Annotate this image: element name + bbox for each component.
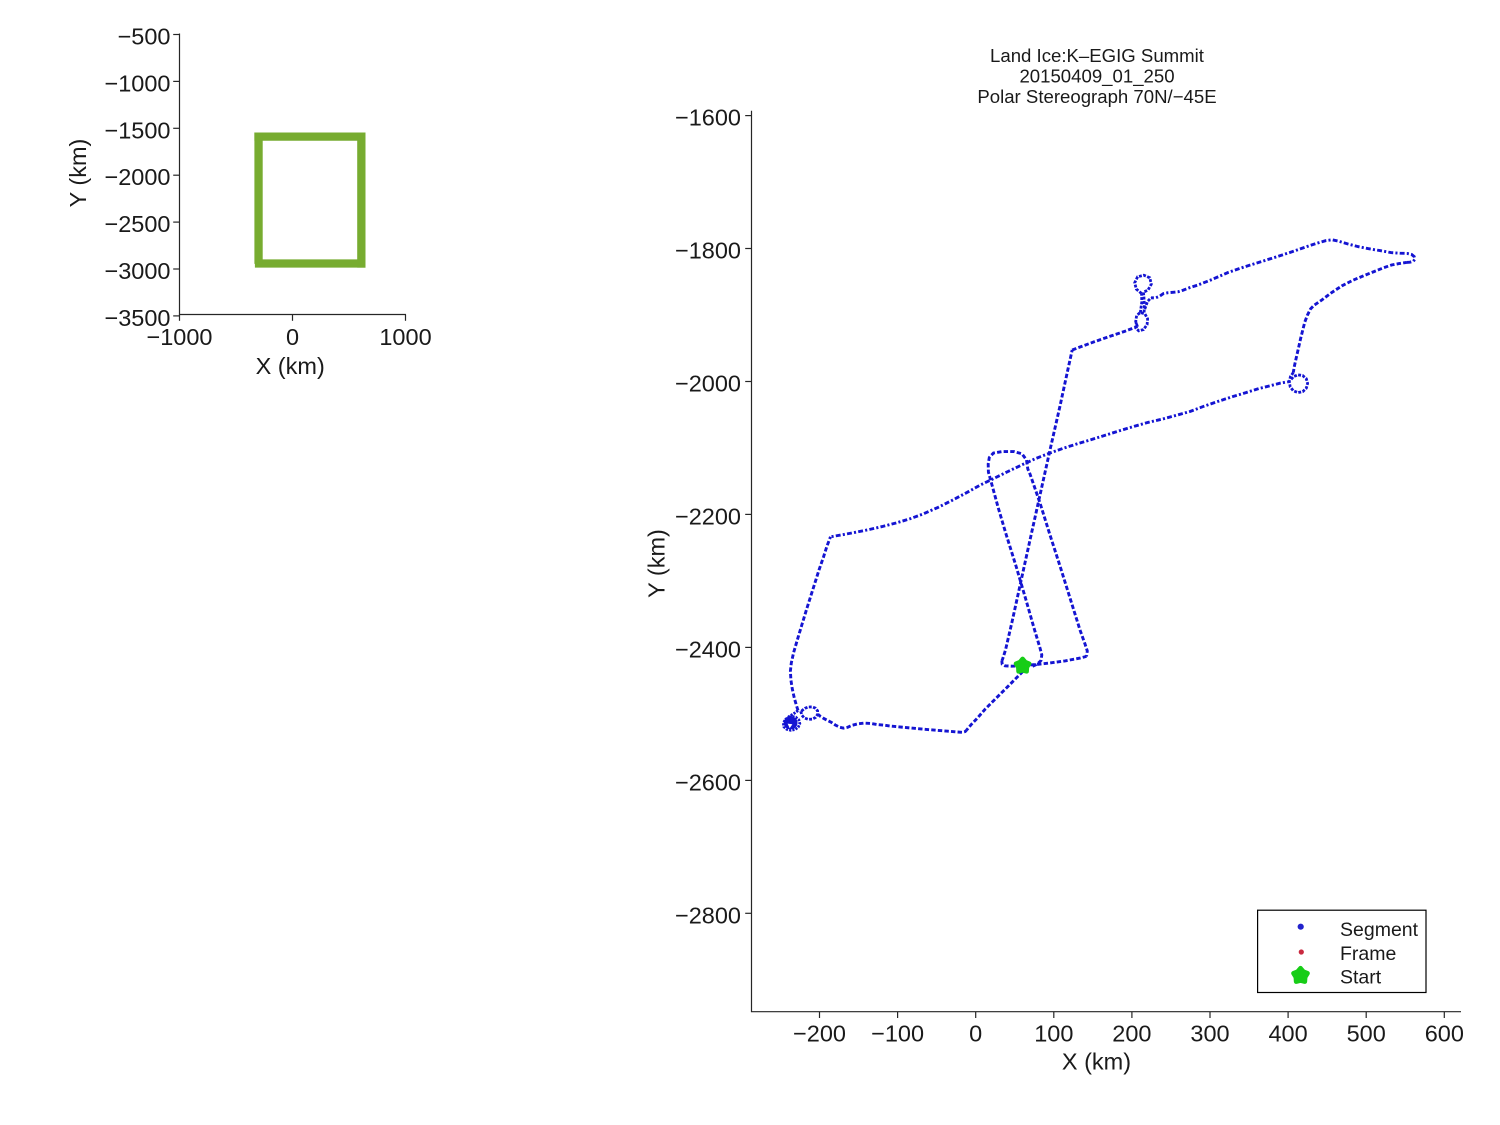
svg-text:−2000: −2000: [675, 371, 741, 397]
svg-text:Segment: Segment: [1340, 919, 1419, 941]
svg-text:Start: Start: [1340, 966, 1382, 988]
svg-text:Polar Stereograph 70N/−45E: Polar Stereograph 70N/−45E: [977, 86, 1216, 107]
svg-text:−1600: −1600: [675, 105, 741, 131]
svg-text:400: 400: [1268, 1021, 1307, 1047]
svg-text:200: 200: [1112, 1021, 1151, 1047]
svg-text:−2000: −2000: [104, 164, 170, 190]
svg-text:X (km): X (km): [1062, 1049, 1131, 1075]
svg-text:−2200: −2200: [675, 503, 741, 529]
svg-text:Y (km): Y (km): [65, 139, 91, 208]
svg-text:−2800: −2800: [675, 902, 741, 928]
svg-text:600: 600: [1425, 1021, 1464, 1047]
svg-text:Y (km): Y (km): [644, 529, 670, 598]
svg-text:−1000: −1000: [146, 324, 212, 350]
svg-text:Frame: Frame: [1340, 943, 1396, 965]
svg-text:1000: 1000: [379, 324, 431, 350]
svg-text:0: 0: [969, 1021, 982, 1047]
svg-text:100: 100: [1034, 1021, 1073, 1047]
svg-text:0: 0: [286, 324, 299, 350]
svg-text:−3500: −3500: [104, 305, 170, 331]
svg-text:X (km): X (km): [256, 353, 325, 379]
svg-text:500: 500: [1347, 1021, 1386, 1047]
svg-text:20150409_01_250: 20150409_01_250: [1019, 66, 1174, 88]
svg-text:−100: −100: [871, 1021, 924, 1047]
svg-text:−1500: −1500: [104, 117, 170, 143]
svg-text:−2400: −2400: [675, 636, 741, 662]
svg-text:−2600: −2600: [675, 769, 741, 795]
svg-text:Land Ice:K–EGIG Summit: Land Ice:K–EGIG Summit: [990, 45, 1205, 66]
svg-text:−1000: −1000: [104, 70, 170, 96]
svg-text:−3000: −3000: [104, 258, 170, 284]
svg-text:−2500: −2500: [104, 211, 170, 237]
svg-text:300: 300: [1190, 1021, 1229, 1047]
svg-text:−500: −500: [118, 24, 171, 50]
svg-text:−200: −200: [793, 1021, 846, 1047]
svg-text:−1800: −1800: [675, 238, 741, 264]
